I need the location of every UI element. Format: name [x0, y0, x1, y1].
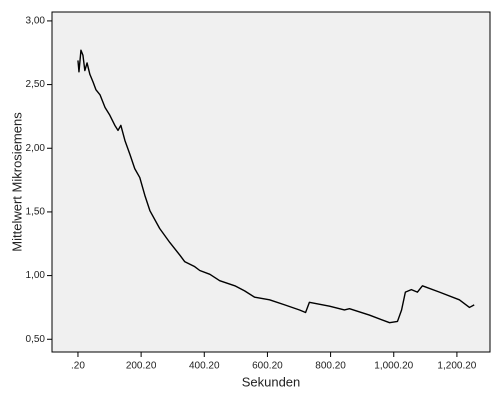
- x-tick-label: 1,200.20: [437, 361, 476, 372]
- x-tick-label: 200.20: [126, 361, 157, 372]
- y-axis-title: Mittelwert Mikrosiemens: [9, 112, 24, 252]
- x-axis-title: Sekunden: [242, 374, 301, 389]
- y-tick-label: 2,50: [26, 79, 46, 90]
- y-tick-label: 3,00: [26, 16, 46, 27]
- plot-area: [51, 11, 491, 353]
- y-tick-label: 1,50: [26, 207, 46, 218]
- y-tick-label: 0,50: [26, 334, 46, 345]
- x-tick-label: .20: [71, 361, 85, 372]
- y-tick-label: 1,00: [26, 270, 46, 281]
- x-tick-label: 400.20: [189, 361, 220, 372]
- x-tick-label: 1,000.20: [374, 361, 413, 372]
- x-tick-label: 600.20: [252, 361, 283, 372]
- x-tick-label: 800.20: [315, 361, 346, 372]
- data-line: [77, 49, 475, 324]
- y-tick-label: 2,00: [26, 143, 46, 154]
